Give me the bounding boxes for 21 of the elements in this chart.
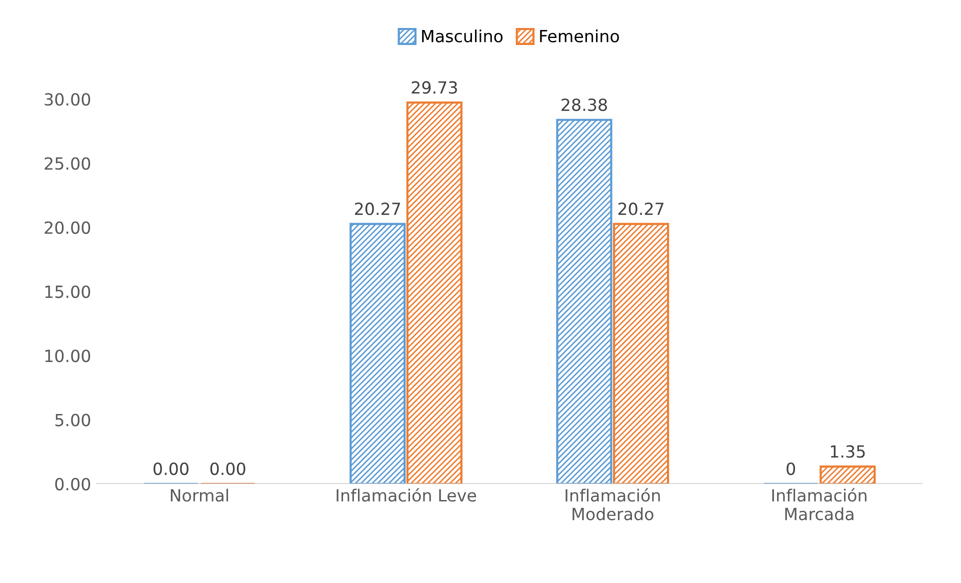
legend-label: Femenino xyxy=(540,30,619,42)
y-tick-label: 30.00 xyxy=(44,93,90,106)
data-label: 28.38 xyxy=(562,98,607,112)
y-tick-label: 25.00 xyxy=(44,157,90,170)
data-label: 29.73 xyxy=(412,81,457,94)
x-tick-label: Inflamación Leve xyxy=(336,488,476,502)
data-label: 0.00 xyxy=(210,462,246,476)
y-tick-label: 20.00 xyxy=(44,221,90,234)
data-label: 0.00 xyxy=(154,462,188,476)
x-tick-label: Normal xyxy=(170,488,228,502)
y-tick-label: 5.00 xyxy=(55,414,90,426)
x-tick-label: Inflamación Marcada xyxy=(772,488,866,520)
data-label: 20.27 xyxy=(354,202,400,216)
y-tick-label: 0.00 xyxy=(55,478,90,490)
data-label: 20.27 xyxy=(618,202,664,216)
legend-label: Masculino xyxy=(422,30,503,42)
x-tick-label: Inflamación Moderado xyxy=(566,488,660,520)
data-label: 0 xyxy=(786,462,796,476)
data-label: 1.35 xyxy=(830,445,865,458)
y-tick-label: 10.00 xyxy=(45,350,90,362)
y-tick-label: 15.00 xyxy=(45,285,90,298)
